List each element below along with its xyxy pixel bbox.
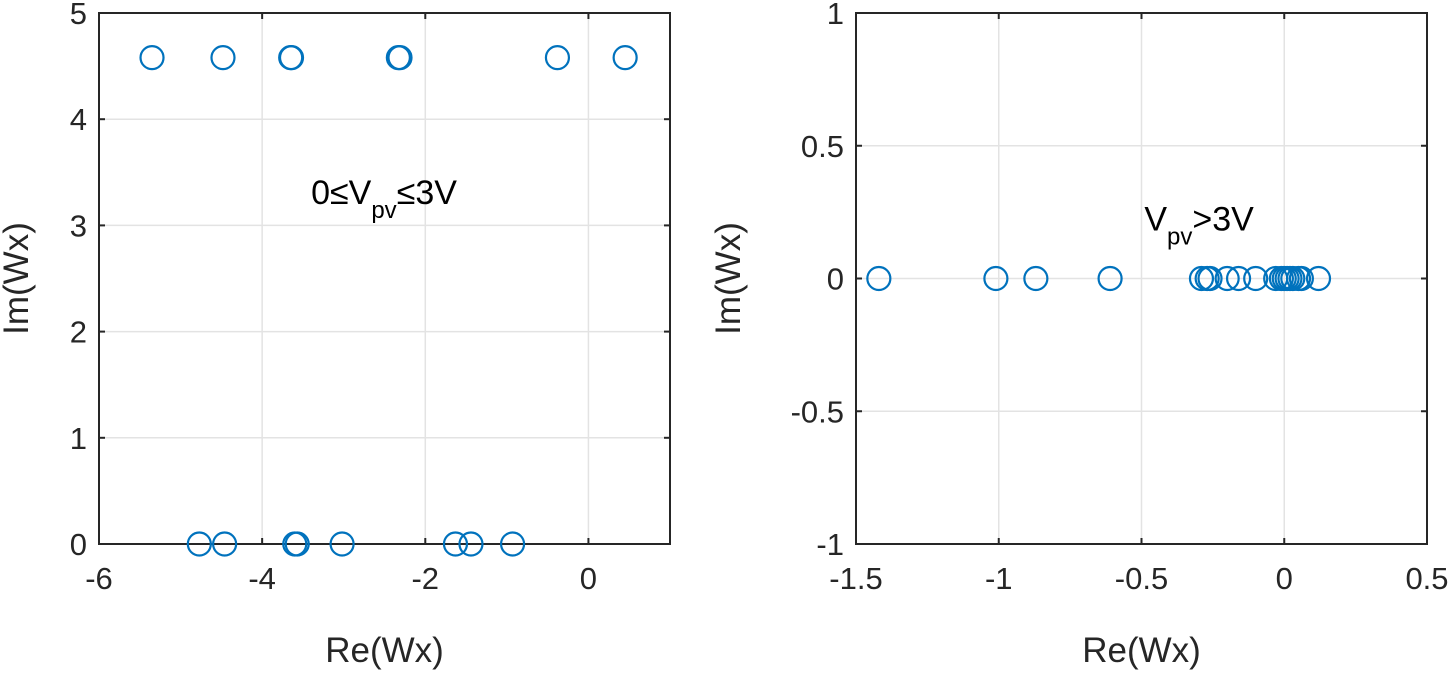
chart2-xtick-label-1: -1 bbox=[985, 561, 1013, 596]
chart2-ytick-label-2: 0 bbox=[827, 262, 844, 297]
chart2-annotation: Vpv>3V bbox=[1144, 201, 1254, 251]
chart2-ylabel: Im(Wx) bbox=[709, 222, 748, 335]
chart2-ytick-label-1: -0.5 bbox=[791, 394, 844, 429]
chart2-point-4 bbox=[1188, 265, 1215, 292]
chart1-axes-box bbox=[98, 12, 671, 545]
chart1-point-7 bbox=[612, 45, 638, 71]
chart1-point-11 bbox=[284, 531, 310, 557]
chart1-point-15 bbox=[499, 531, 526, 557]
chart1-point-13 bbox=[442, 531, 469, 557]
chart1-xtick-label-0: -6 bbox=[85, 561, 113, 596]
chart1-point-3 bbox=[278, 45, 305, 71]
chart2-point-2 bbox=[1023, 265, 1049, 292]
chart2-point-3 bbox=[1097, 265, 1123, 292]
chart1-xlabel: Re(Wx) bbox=[325, 631, 444, 670]
chart1-xtick-label-3: 0 bbox=[580, 561, 597, 596]
chart2-ytick-label-4: 1 bbox=[827, 0, 844, 31]
chart1-ytick-label-1: 1 bbox=[70, 421, 87, 456]
chart1-xtick-label-2: -2 bbox=[411, 561, 439, 596]
chart1-ytick-label-4: 4 bbox=[70, 102, 87, 137]
chart2-point-7 bbox=[1214, 265, 1240, 292]
chart2-point-9 bbox=[1243, 265, 1269, 292]
chart1-point-9 bbox=[212, 531, 238, 557]
chart1-ytick-label-0: 0 bbox=[70, 527, 87, 562]
chart1-ylabel: Im(Wx) bbox=[0, 222, 36, 335]
chart2-point-17 bbox=[1288, 265, 1314, 292]
chart2-xtick-label-2: -0.5 bbox=[1115, 561, 1168, 596]
chart1-ytick-label-5: 5 bbox=[70, 0, 87, 31]
chart1-ytick-label-2: 2 bbox=[70, 315, 87, 350]
chart1-point-5 bbox=[387, 45, 413, 71]
chart2-xlabel: Re(Wx) bbox=[1082, 631, 1201, 670]
chart2-group: -1.5 -1 -0.5 0 0.5-1-0.500.51Re(Wx)Im(Wx)Vpv… bbox=[709, 0, 1449, 670]
chart2-ytick-label-0: -1 bbox=[816, 527, 844, 562]
chart2-point-8 bbox=[1225, 265, 1252, 292]
chart2-point-6 bbox=[1197, 265, 1223, 292]
chart1-point-0 bbox=[139, 45, 165, 71]
chart1-group: -6 -4 -2 0 0 1 2 3 4 5 Re(Wx) Im(Wx) 0≤Vpv≤3V bbox=[0, 0, 671, 670]
chart2-ytick-label-3: 0.5 bbox=[801, 129, 844, 164]
chart2-point-15 bbox=[1280, 265, 1306, 292]
chart2-point-18 bbox=[1305, 265, 1332, 292]
chart2-xtick-label-4: 0.5 bbox=[1405, 561, 1448, 596]
chart1-xtick-label-1: -4 bbox=[248, 561, 276, 596]
chart2-xtick-label-3: 0 bbox=[1276, 561, 1293, 596]
chart1-point-14 bbox=[458, 531, 484, 557]
chart2-point-1 bbox=[983, 265, 1009, 292]
chart2-point-0 bbox=[866, 265, 892, 292]
chart1-annotation: 0≤Vpv≤3V bbox=[311, 174, 457, 224]
chart1-point-1 bbox=[210, 45, 236, 71]
chart2-xtick-label-0: -1.5 bbox=[829, 561, 882, 596]
chart1-point-12 bbox=[329, 531, 355, 557]
chart1-point-6 bbox=[544, 45, 571, 71]
chart1-ytick-label-3: 3 bbox=[70, 208, 87, 243]
chart1-point-8 bbox=[186, 531, 212, 557]
